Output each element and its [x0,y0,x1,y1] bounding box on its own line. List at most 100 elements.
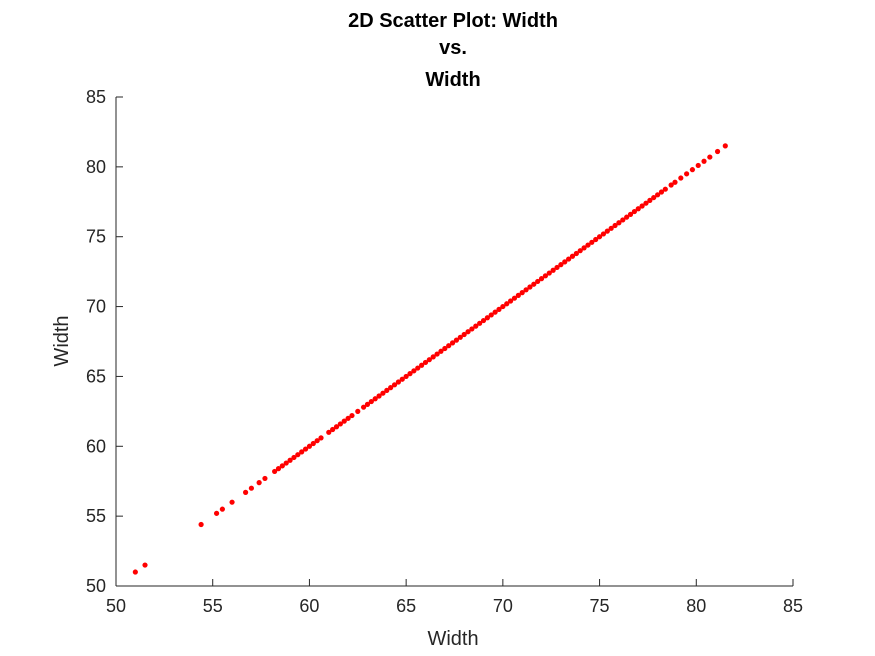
data-point [714,148,721,155]
data-point [581,245,587,251]
data-point [546,270,552,276]
data-point [446,343,452,349]
data-point [542,273,549,279]
data-point [395,379,402,385]
data-point [635,206,641,212]
data-point [422,359,429,366]
data-point [372,396,378,402]
data-point [213,510,220,516]
x-tick-label: 50 [106,596,126,616]
data-point [668,182,674,188]
y-tick-label: 85 [86,87,106,107]
data-point [600,231,607,237]
data-point [198,521,204,528]
data-point [624,214,630,220]
data-point [585,242,591,248]
data-point [407,371,413,377]
data-point [388,385,394,391]
data-point [380,390,386,396]
data-points [132,143,728,575]
data-point [651,194,657,201]
data-point [655,192,661,198]
chart-title: 2D Scatter Plot: Width vs. Width [348,10,558,91]
y-tick-label: 70 [86,297,106,317]
data-point [507,298,514,304]
data-point [608,225,614,231]
data-point [695,162,701,169]
data-point [415,365,421,371]
data-point [531,281,537,287]
data-point [573,250,579,257]
data-point [604,228,610,234]
data-point [707,154,713,160]
data-point [275,466,282,472]
data-point [504,301,510,307]
y-axis-label: Width [51,315,73,366]
data-point [368,398,374,405]
data-point [430,354,436,360]
data-point [678,175,684,181]
data-point [248,485,254,491]
x-axis-ticks: 50 55 60 65 70 75 80 85 [106,579,803,616]
y-tick-label: 65 [86,366,106,386]
data-point [558,262,564,268]
data-point [142,562,148,568]
data-point [554,264,560,271]
x-tick-label: 55 [203,596,223,616]
data-point [477,320,483,326]
data-point [434,351,440,357]
data-point [457,334,463,340]
data-point [577,248,583,254]
x-tick-label: 80 [686,596,706,616]
x-tick-label: 65 [396,596,416,616]
data-point [272,468,278,475]
y-axis-ticks: 50 55 60 65 70 75 80 85 [86,87,123,596]
data-point [647,197,653,203]
data-point [391,382,398,388]
data-point [449,340,456,346]
data-point [314,438,320,444]
data-point [330,426,336,433]
data-point [376,393,382,399]
data-point [291,454,297,461]
data-point [643,200,649,206]
y-tick-label: 50 [86,576,106,596]
chart-title-line-3: Width [425,69,480,91]
y-tick-label: 75 [86,227,106,247]
data-point [527,284,533,290]
data-point [256,480,262,486]
chart-title-line-2: vs. [439,37,467,59]
data-point [496,306,502,312]
data-point [538,276,545,282]
data-point [364,401,371,407]
data-point [593,236,599,243]
data-point [519,290,525,296]
data-point [283,460,289,466]
data-point [631,208,637,215]
data-point [279,463,285,469]
data-point [523,287,529,293]
data-point [484,315,490,321]
x-tick-label: 75 [590,596,610,616]
data-point [589,239,595,245]
data-point [515,292,521,298]
data-point [333,424,340,430]
data-point [535,278,541,285]
data-point [612,222,618,229]
data-point [562,259,568,265]
data-point [299,449,305,455]
x-axis-label: Width [427,628,478,650]
data-point [684,171,690,177]
data-point [442,345,448,352]
data-point [596,234,603,240]
data-point [287,457,293,463]
x-tick-label: 85 [783,596,803,616]
data-point [569,253,576,259]
data-point [262,475,268,482]
data-point [132,569,138,575]
data-point [658,189,665,195]
data-point [453,337,460,343]
data-point [639,203,645,209]
data-point [480,317,487,324]
